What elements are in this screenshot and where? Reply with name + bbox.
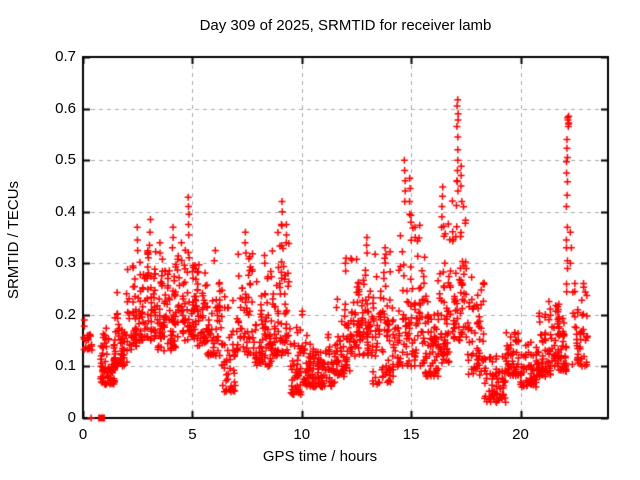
y-tick-label: 0.4	[55, 202, 76, 220]
x-tick-label: 15	[402, 426, 420, 443]
x-tick-label: 5	[188, 426, 197, 443]
y-tick-label: 0.3	[55, 254, 76, 272]
x-tick-label: 10	[293, 426, 311, 443]
y-tick-label: 0	[67, 409, 76, 426]
y-tick-label: 0.1	[55, 357, 76, 375]
x-tick-label: 0	[78, 426, 88, 443]
y-axis-label: SRMTID / TECUs	[5, 180, 22, 300]
y-tick-label: 0.5	[55, 151, 76, 169]
x-axis-label: GPS time / hours	[262, 448, 378, 465]
y-tick-label: 0.6	[55, 99, 76, 117]
y-tick-label: 0.7	[55, 48, 76, 65]
y-tick-label: 0.2	[55, 305, 76, 323]
x-tick-label: 20	[512, 426, 529, 443]
chart-title: Day 309 of 2025, SRMTID for receiver lam…	[199, 17, 492, 34]
